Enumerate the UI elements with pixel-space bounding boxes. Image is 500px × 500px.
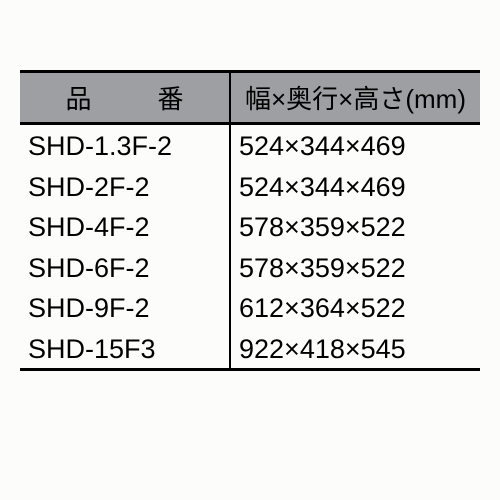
spec-table: 品 番 幅×奥行×高さ(mm) SHD-1.3F-2 524×344×469 S… bbox=[20, 70, 480, 371]
cell-dimensions: 524×344×469 bbox=[230, 124, 480, 166]
cell-model: SHD-15F3 bbox=[20, 328, 230, 370]
table-row: SHD-6F-2 578×359×522 bbox=[20, 247, 480, 288]
cell-dimensions: 524×344×469 bbox=[230, 166, 480, 207]
table-row: SHD-15F3 922×418×545 bbox=[20, 328, 480, 370]
cell-model: SHD-4F-2 bbox=[20, 206, 230, 247]
table-row: SHD-4F-2 578×359×522 bbox=[20, 206, 480, 247]
cell-dimensions: 578×359×522 bbox=[230, 247, 480, 288]
header-row: 品 番 幅×奥行×高さ(mm) bbox=[20, 72, 480, 124]
table-row: SHD-1.3F-2 524×344×469 bbox=[20, 124, 480, 166]
cell-dimensions: 922×418×545 bbox=[230, 328, 480, 370]
cell-model: SHD-9F-2 bbox=[20, 287, 230, 328]
header-model: 品 番 bbox=[20, 72, 230, 124]
cell-dimensions: 578×359×522 bbox=[230, 206, 480, 247]
cell-model: SHD-1.3F-2 bbox=[20, 124, 230, 166]
cell-model: SHD-2F-2 bbox=[20, 166, 230, 207]
cell-dimensions: 612×364×522 bbox=[230, 287, 480, 328]
cell-model: SHD-6F-2 bbox=[20, 247, 230, 288]
table-row: SHD-9F-2 612×364×522 bbox=[20, 287, 480, 328]
table-row: SHD-2F-2 524×344×469 bbox=[20, 166, 480, 207]
table-container: 品 番 幅×奥行×高さ(mm) SHD-1.3F-2 524×344×469 S… bbox=[0, 0, 500, 500]
header-dimensions: 幅×奥行×高さ(mm) bbox=[230, 72, 480, 124]
